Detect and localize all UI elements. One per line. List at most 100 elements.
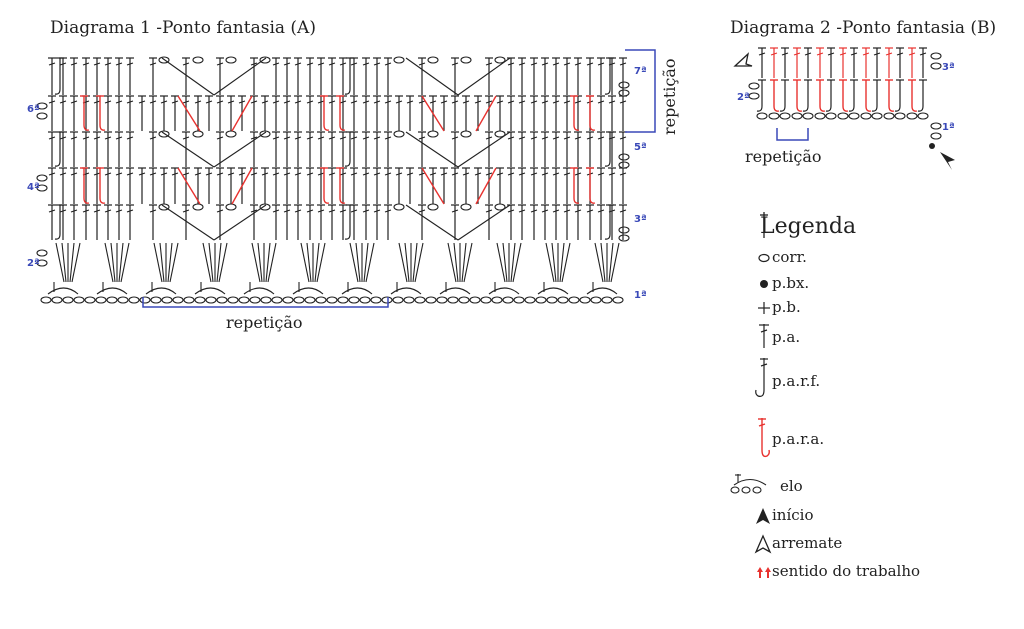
dc-stitch-bar [104, 62, 112, 66]
chain-stitch [871, 112, 883, 120]
dc-stitch-bar [250, 209, 258, 213]
dc-stitch-bar [216, 209, 224, 213]
dc-stitch-bar [160, 172, 168, 176]
chain-stitch [618, 226, 630, 234]
dc-stitch-bar [586, 136, 594, 140]
dc-stitch-bar [474, 100, 482, 104]
dc-stitch-bar [418, 100, 426, 104]
dc-stitch-bar [194, 100, 202, 104]
fan-stitch [55, 242, 65, 283]
fan-stitch [202, 242, 212, 283]
fan-stitch [561, 242, 571, 283]
diagram2-repeat-label: repetição [745, 147, 822, 166]
dc-stitch-bar [115, 62, 123, 66]
fan-stitch [463, 242, 473, 283]
dc-stitch-bar [317, 136, 325, 140]
dc-stitch-bar [283, 209, 291, 213]
dc-stitch-bar [205, 172, 213, 176]
dc-stitch-bar [451, 209, 459, 213]
dc-stitch-bar [451, 172, 459, 176]
fan-stitch [104, 242, 114, 283]
dc-stitch-bar [294, 100, 302, 104]
chain-stitch [161, 296, 173, 304]
dc-stitch-bar [485, 209, 493, 213]
fan-stitch [265, 242, 271, 283]
front-post-stitch [848, 80, 855, 112]
front-post-stitch [54, 132, 61, 167]
dc-stitch-bar [48, 209, 56, 213]
front-post-stitch [779, 80, 786, 112]
dc-stitch-bar [552, 100, 560, 104]
fan-stitch [251, 242, 261, 283]
chain-stitch [51, 296, 63, 304]
dc-stitch-bar [919, 52, 927, 56]
fan-stitch [355, 242, 361, 283]
dc-stitch-bar [104, 136, 112, 140]
diagram2-repeat-bracket [776, 128, 809, 141]
chain-stitch [139, 296, 151, 304]
diagram1-row-label-4: 4ª [27, 182, 40, 193]
dc-stitch-bar [541, 209, 549, 213]
dc-stitch-bar [328, 100, 336, 104]
dc-stitch-bar [182, 62, 190, 66]
chain-stitch [930, 62, 942, 70]
dc-stitch-bar [115, 209, 123, 213]
fan-stitch [608, 242, 614, 283]
chain-stitch [618, 161, 630, 169]
single-crochet-icon [758, 302, 770, 314]
fan-stitch [545, 242, 555, 283]
chain-stitch [106, 296, 118, 304]
front-post-stitch [871, 80, 878, 112]
fan-line [213, 57, 267, 96]
fan-stitch [551, 242, 557, 283]
chain-stitch [906, 112, 918, 120]
chain-stitch [524, 296, 536, 304]
legend-label-parf: p.a.r.f. [772, 372, 821, 390]
dc-stitch-bar [541, 100, 549, 104]
dc-stitch-bar [362, 136, 370, 140]
dc-stitch-bar [48, 100, 56, 104]
chain-stitch [535, 296, 547, 304]
diagram2-row-label-3: 3ª [942, 62, 955, 73]
dc-stitch-bar [306, 136, 314, 140]
dc-stitch-bar [586, 62, 594, 66]
fan-stitch [461, 242, 467, 283]
dc-stitch-bar [362, 209, 370, 213]
dc-stitch-bar [59, 100, 67, 104]
dc-stitch-bar [93, 62, 101, 66]
dc-stitch-bar [373, 209, 381, 213]
chain-stitch [427, 130, 439, 138]
front-post-stitch [604, 58, 611, 95]
chain-stitch [381, 296, 393, 304]
fan-stitch [404, 242, 410, 283]
chain-stitch [36, 249, 48, 257]
dc-stitch-bar [82, 136, 90, 140]
chain-stitch [930, 52, 942, 60]
fan-stitch [559, 242, 565, 283]
link-arc [96, 287, 128, 295]
chain-stitch [802, 112, 814, 120]
dc-stitch-bar [104, 172, 112, 176]
dc-stitch-bar [418, 62, 426, 66]
diagram1-row-label-3: 3ª [634, 214, 647, 225]
dc-stitch-bar [850, 52, 858, 56]
fan-stitch [169, 242, 179, 283]
dc-stitch-bar [574, 100, 582, 104]
chain-stitch [216, 296, 228, 304]
dc-stitch-bar [115, 172, 123, 176]
dc-stitch-bar [507, 62, 515, 66]
dc-stitch-bar [272, 136, 280, 140]
chain-icon [758, 253, 770, 263]
chain-stitch [172, 296, 184, 304]
dc-stitch-bar [115, 136, 123, 140]
dc-stitch-bar [530, 209, 538, 213]
chain-stitch [768, 112, 780, 120]
dc-stitch-bar [350, 100, 358, 104]
dc-stitch-bar [485, 62, 493, 66]
dc-stitch-bar [451, 136, 459, 140]
dc-stitch-bar [518, 209, 526, 213]
legend-label-sentido: sentido do trabalho [772, 562, 921, 580]
dc-stitch-bar [272, 62, 280, 66]
dc-stitch-bar [272, 172, 280, 176]
chain-stitch [192, 203, 204, 211]
